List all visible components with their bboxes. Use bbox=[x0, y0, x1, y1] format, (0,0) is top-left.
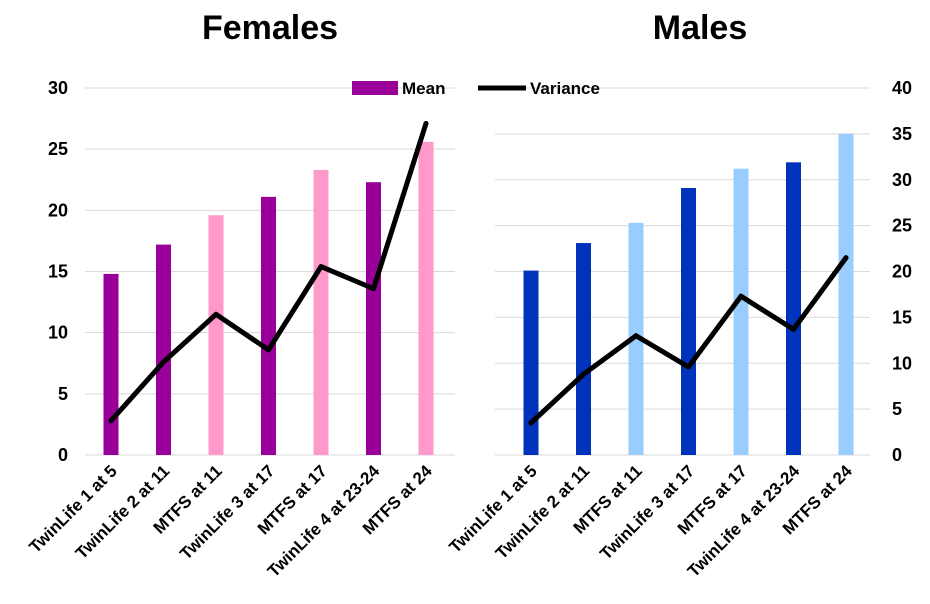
females-variance-point-twinlife-2-at-11 bbox=[161, 359, 166, 365]
females-y-tick-label: 15 bbox=[48, 262, 68, 282]
males-variance-point-mtfs-at-24 bbox=[843, 255, 849, 261]
males-mean-bar-twinlife-2-at-11 bbox=[576, 243, 591, 455]
males-y-tick-label: 15 bbox=[892, 307, 912, 327]
females-variance-point-mtfs-at-11 bbox=[213, 311, 219, 317]
females-y-tick-label: 0 bbox=[58, 445, 68, 465]
females-mean-bar-mtfs-at-11 bbox=[208, 215, 224, 455]
females-mean-bar-twinlife-4-at-23-24 bbox=[366, 182, 381, 456]
females-variance-point-twinlife-1-at-5 bbox=[108, 418, 114, 424]
males-variance-point-twinlife-1-at-5 bbox=[528, 420, 534, 426]
males-y-tick-label: 40 bbox=[892, 78, 912, 98]
legend: Mean Variance bbox=[352, 79, 600, 98]
males-y-tick-label: 30 bbox=[892, 170, 912, 190]
females-variance-point-twinlife-3-at-17 bbox=[266, 347, 271, 353]
legend-variance-label: Variance bbox=[530, 79, 600, 98]
females-mean-bar-twinlife-2-at-11 bbox=[156, 244, 171, 455]
females-title: Females bbox=[202, 9, 338, 47]
females-y-tick-label: 30 bbox=[48, 78, 68, 98]
females-category-label: TwinLife 1 at 5 bbox=[25, 461, 120, 556]
males-variance-point-twinlife-4-at-23-24 bbox=[791, 326, 796, 332]
males-y-tick-label: 25 bbox=[892, 216, 912, 236]
males-variance-point-twinlife-3-at-17 bbox=[686, 364, 691, 370]
females-y-tick-label: 25 bbox=[48, 139, 68, 159]
males-category-label: TwinLife 1 at 5 bbox=[445, 461, 540, 556]
males-mean-bar-twinlife-3-at-17 bbox=[681, 188, 696, 455]
males-mean-bar-mtfs-at-24 bbox=[838, 133, 854, 455]
males-variance-line bbox=[528, 255, 849, 426]
males-category-label: TwinLife 2 at 11 bbox=[492, 461, 593, 562]
males-mean-bar-mtfs-at-11 bbox=[628, 222, 644, 455]
females-variance-line bbox=[108, 120, 429, 424]
females-category-label: TwinLife 2 at 11 bbox=[72, 461, 173, 562]
males-y-tick-label: 5 bbox=[892, 399, 902, 419]
males-y-tick-label: 20 bbox=[892, 262, 912, 282]
males-title: Males bbox=[653, 9, 748, 47]
females-mean-bar-mtfs-at-17 bbox=[313, 169, 329, 456]
males-y-axis: 0 5 10 15 20 25 30 35 40 bbox=[892, 78, 912, 465]
females-category-label: TwinLife 3 at 17 bbox=[176, 461, 278, 563]
legend-mean-label: Mean bbox=[402, 79, 445, 98]
females-variance-point-twinlife-4-at-23-24 bbox=[371, 286, 376, 292]
females-bars bbox=[103, 141, 434, 456]
males-variance-point-mtfs-at-11 bbox=[633, 333, 639, 339]
females-y-tick-label: 5 bbox=[58, 384, 68, 404]
females-y-tick-label: 10 bbox=[48, 323, 68, 343]
males-mean-bar-mtfs-at-17 bbox=[733, 168, 749, 456]
females-mean-bar-twinlife-1-at-5 bbox=[103, 273, 119, 455]
females-y-axis: 0 5 10 15 20 25 30 bbox=[48, 78, 68, 465]
females-variance-point-mtfs-at-17 bbox=[318, 264, 324, 270]
males-variance-point-mtfs-at-17 bbox=[738, 293, 744, 299]
females-y-tick-label: 20 bbox=[48, 200, 68, 220]
males-y-tick-label: 10 bbox=[892, 353, 912, 373]
males-variance-point-twinlife-2-at-11 bbox=[581, 371, 586, 377]
females-mean-bar-twinlife-3-at-17 bbox=[261, 196, 276, 456]
males-y-tick-label: 35 bbox=[892, 124, 912, 144]
males-y-tick-label: 0 bbox=[892, 445, 902, 465]
females-mean-bar-mtfs-at-24 bbox=[418, 141, 434, 455]
males-mean-bar-twinlife-1-at-5 bbox=[523, 270, 539, 455]
males-category-label: TwinLife 3 at 17 bbox=[596, 461, 698, 563]
males-mean-bar-twinlife-4-at-23-24 bbox=[786, 162, 801, 455]
males-bars bbox=[523, 133, 854, 456]
legend-mean-swatch bbox=[352, 81, 398, 95]
females-variance-point-mtfs-at-24 bbox=[423, 120, 429, 126]
